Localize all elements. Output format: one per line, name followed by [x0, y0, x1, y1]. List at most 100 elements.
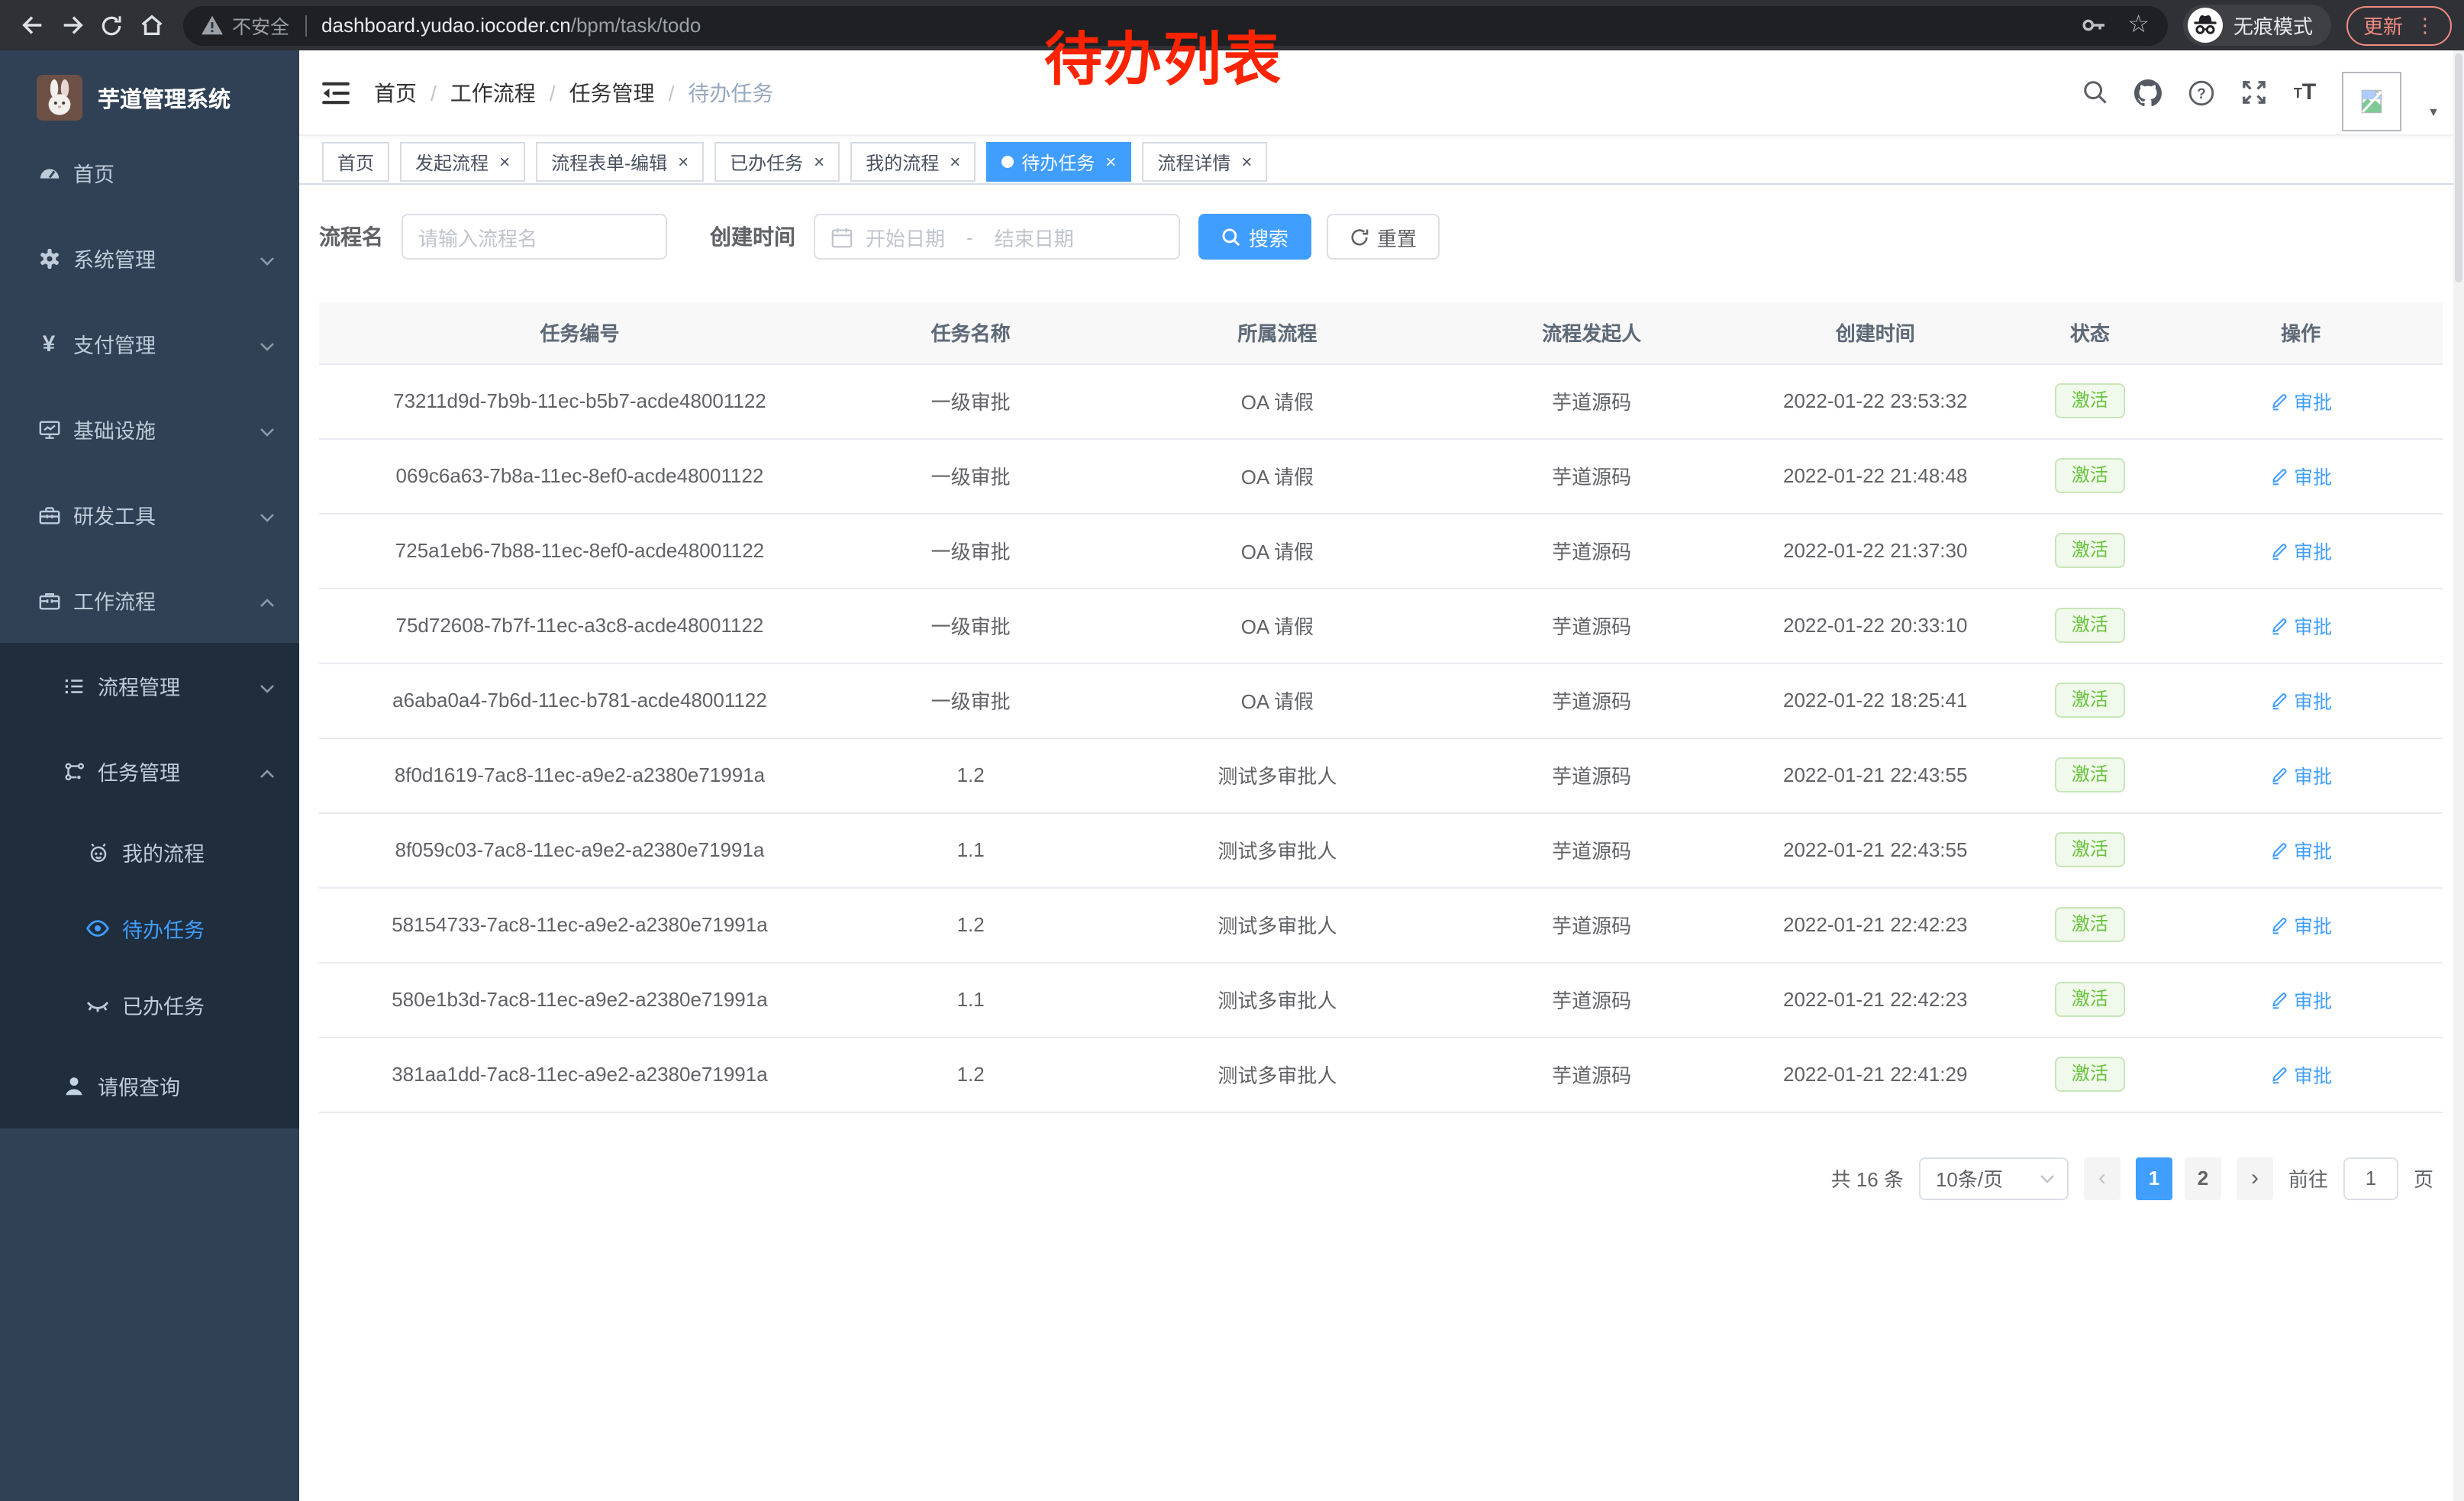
- cell-process: 测试多审批人: [1101, 1037, 1454, 1112]
- search-button[interactable]: 搜索: [1198, 214, 1312, 260]
- browser-back-button[interactable]: [12, 5, 52, 45]
- url-bar[interactable]: 不安全 dashboard.yudao.iocoder.cn/bpm/task/…: [183, 5, 2168, 45]
- search-icon[interactable]: [2083, 79, 2109, 105]
- approve-label: 审批: [2294, 1066, 2333, 1087]
- toolbox-icon: [37, 503, 61, 526]
- breadcrumb-workflow[interactable]: 工作流程: [450, 80, 536, 105]
- browser-home-button[interactable]: [131, 5, 171, 45]
- approve-button[interactable]: 审批: [2269, 910, 2332, 939]
- cell-task-id: 381aa1dd-7ac8-11ec-a9e2-a2380e71991a: [319, 1037, 840, 1112]
- date-range-input[interactable]: 开始日期 - 结束日期: [814, 214, 1180, 260]
- tab[interactable]: 我的流程 ×: [850, 142, 976, 182]
- approve-button[interactable]: 审批: [2269, 461, 2332, 490]
- process-name-label: 流程名: [319, 224, 383, 249]
- breadcrumb-separator: /: [549, 80, 556, 105]
- help-icon[interactable]: ?: [2188, 79, 2216, 106]
- cell-starter: 芋道源码: [1453, 438, 1730, 514]
- tab-close-icon[interactable]: ×: [950, 151, 961, 173]
- page-size-select[interactable]: 10条/页: [1918, 1157, 2069, 1199]
- avatar[interactable]: [2342, 72, 2402, 131]
- update-label: 更新: [2362, 15, 2403, 38]
- sidebar-item-payment[interactable]: ¥ 支付管理: [0, 301, 299, 386]
- page-number-button[interactable]: 1: [2135, 1157, 2172, 1199]
- tab[interactable]: 已办任务 ×: [714, 142, 840, 182]
- table-row: 58154733-7ac8-11ec-a9e2-a2380e71991a 1.2…: [319, 887, 2443, 963]
- goto-page-input[interactable]: [2343, 1157, 2398, 1199]
- reset-button[interactable]: 重置: [1327, 214, 1440, 260]
- update-button[interactable]: 更新 ⋮: [2346, 5, 2452, 45]
- fullscreen-icon[interactable]: [2242, 79, 2268, 105]
- process-name-input[interactable]: 请输入流程名: [402, 214, 667, 260]
- tab-close-icon[interactable]: ×: [499, 151, 511, 173]
- sidebar-item-devtools[interactable]: 研发工具: [0, 472, 299, 557]
- approve-label: 审批: [2294, 542, 2333, 563]
- yen-icon: ¥: [42, 331, 56, 357]
- approve-button[interactable]: 审批: [2269, 835, 2332, 864]
- sidebar-item-home[interactable]: 首页: [0, 130, 299, 215]
- list-tree-icon: [61, 674, 85, 697]
- sidebar-item-done-tasks[interactable]: 已办任务: [0, 967, 299, 1043]
- sidebar-item-system[interactable]: 系统管理: [0, 215, 299, 301]
- sidebar-item-workflow[interactable]: 工作流程: [0, 557, 299, 643]
- breadcrumb-separator: /: [431, 80, 437, 105]
- next-page-button[interactable]: ›: [2236, 1157, 2273, 1199]
- pencil-icon: [2272, 393, 2286, 410]
- approve-button[interactable]: 审批: [2269, 386, 2332, 415]
- status-badge: 激活: [2054, 683, 2125, 718]
- page-number-button[interactable]: 2: [2184, 1157, 2221, 1199]
- approve-button[interactable]: 审批: [2269, 760, 2332, 789]
- github-icon[interactable]: [2134, 79, 2162, 106]
- browser-forward-button[interactable]: [52, 5, 92, 45]
- sidebar-item-leave-query[interactable]: 请假查询: [0, 1043, 299, 1128]
- approve-button[interactable]: 审批: [2269, 1060, 2332, 1089]
- tab[interactable]: 首页 ×: [322, 142, 390, 182]
- browser-reload-button[interactable]: [92, 5, 131, 45]
- chevron-down-icon: [260, 674, 275, 697]
- security-label: 不安全: [232, 17, 290, 38]
- breadcrumb-task-mgmt[interactable]: 任务管理: [569, 80, 655, 105]
- sidebar-item-task-mgmt[interactable]: 任务管理: [0, 728, 299, 814]
- password-key-icon[interactable]: [2080, 12, 2106, 38]
- tab-label: 已办任务: [730, 152, 804, 173]
- status-badge: 激活: [2054, 1057, 2125, 1092]
- tab-close-icon[interactable]: ×: [1105, 151, 1117, 173]
- sidebar-item-todo-tasks[interactable]: 待办任务: [0, 890, 299, 967]
- chevron-up-icon: [260, 760, 275, 783]
- scrollbar[interactable]: [2453, 50, 2464, 1501]
- app-logo-row[interactable]: 芋道管理系统: [0, 50, 299, 130]
- sidebar-item-my-process[interactable]: 我的流程: [0, 814, 299, 890]
- cell-status: 激活: [2021, 663, 2159, 738]
- sidebar-collapse-button[interactable]: [322, 80, 350, 105]
- cell-starter: 芋道源码: [1453, 1037, 1730, 1112]
- avatar-dropdown-caret[interactable]: ▼: [2427, 105, 2440, 119]
- cell-status: 激活: [2021, 962, 2159, 1038]
- approve-label: 审批: [2294, 991, 2333, 1012]
- cell-task-id: 8f059c03-7ac8-11ec-a9e2-a2380e71991a: [319, 812, 840, 888]
- approve-button[interactable]: 审批: [2269, 611, 2332, 640]
- approve-button[interactable]: 审批: [2269, 686, 2332, 715]
- tab-close-icon[interactable]: ×: [1241, 151, 1253, 173]
- prev-page-button[interactable]: ‹: [2083, 1157, 2121, 1199]
- tab[interactable]: 发起流程 ×: [400, 142, 526, 182]
- tab-close-icon[interactable]: ×: [678, 151, 689, 173]
- table-row: 069c6a63-7b8a-11ec-8ef0-acde48001122 一级审…: [319, 438, 2443, 514]
- tab[interactable]: 待办任务 ×: [986, 142, 1132, 182]
- sidebar-item-infra[interactable]: 基础设施: [0, 386, 299, 472]
- approve-button[interactable]: 审批: [2269, 536, 2332, 565]
- tab[interactable]: 流程表单-编辑 ×: [536, 142, 705, 182]
- scrollbar-thumb[interactable]: [2455, 53, 2462, 282]
- flow-nodes-icon: [61, 760, 85, 783]
- cell-task-name: 1.2: [840, 1037, 1101, 1112]
- breadcrumb-home[interactable]: 首页: [374, 80, 417, 105]
- tab[interactable]: 流程详情 ×: [1142, 142, 1268, 182]
- browser-menu-icon[interactable]: ⋮: [2415, 14, 2435, 37]
- tab-close-icon[interactable]: ×: [814, 151, 825, 173]
- sidebar-item-process-mgmt[interactable]: 流程管理: [0, 643, 299, 728]
- cell-status: 激活: [2021, 887, 2159, 963]
- table-row: 725a1eb6-7b88-11ec-8ef0-acde48001122 一级审…: [319, 513, 2443, 589]
- security-chip[interactable]: 不安全: [202, 11, 289, 40]
- url-text: dashboard.yudao.iocoder.cn/bpm/task/todo: [321, 14, 701, 37]
- bookmark-star-icon[interactable]: ☆: [2127, 11, 2150, 37]
- approve-button[interactable]: 审批: [2269, 985, 2332, 1014]
